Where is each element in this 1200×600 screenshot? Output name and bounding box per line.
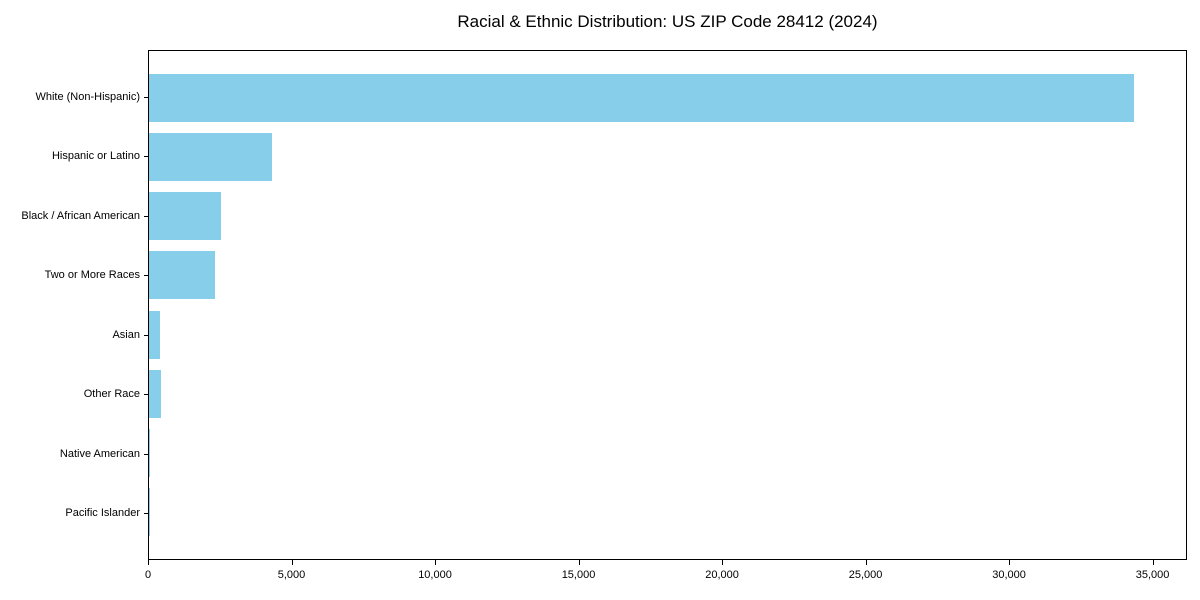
chart-title: Racial & Ethnic Distribution: US ZIP Cod… <box>457 12 878 31</box>
y-tick-mark <box>144 513 148 515</box>
bar-band-native-american <box>149 424 1186 483</box>
y-tick-label-pacific-islander: Pacific Islander <box>65 507 140 520</box>
x-tick-mark <box>722 560 724 565</box>
plot-area <box>148 50 1187 560</box>
x-tick-mark <box>578 560 580 565</box>
bar-white-non-hispanic <box>149 73 1135 122</box>
bar-band-white-non-hispanic <box>149 68 1186 127</box>
y-tick-mark <box>144 156 148 158</box>
x-tick-mark <box>291 560 293 565</box>
x-tick-label-25000: 25,000 <box>848 569 883 581</box>
x-tick-mark <box>148 560 149 565</box>
bar-asian <box>149 310 160 359</box>
y-tick-mark <box>144 275 148 277</box>
bar-band-two-or-more-races <box>149 246 1186 305</box>
y-tick-label-native-american: Native American <box>59 447 140 460</box>
y-tick-mark <box>144 334 148 336</box>
x-tick-mark <box>865 560 867 565</box>
bar-two-or-more-races <box>149 251 216 300</box>
bar-band-pacific-islander <box>149 483 1186 542</box>
y-tick-mark <box>144 215 148 217</box>
y-tick-mark <box>144 394 148 396</box>
x-tick-label-30000: 30,000 <box>992 569 1026 581</box>
x-tick-mark <box>435 560 437 565</box>
y-tick-label-black-african-american: Black / African American <box>21 209 140 222</box>
y-tick-label-white-non-hispanic: White (Non-Hispanic) <box>35 90 140 103</box>
bar-other-race <box>149 369 162 418</box>
y-tick-label-two-or-more-races: Two or More Races <box>44 269 140 282</box>
x-tick-label-5000: 5,000 <box>277 569 306 581</box>
bars-container <box>149 51 1186 559</box>
bar-band-black-african-american <box>149 187 1186 246</box>
bar-band-hispanic-or-latino <box>149 127 1186 186</box>
x-tick-mark <box>1152 560 1154 565</box>
x-tick-label-0: 0 <box>144 569 152 581</box>
bar-native-american <box>149 429 150 478</box>
x-tick-label-10000: 10,000 <box>418 569 452 581</box>
x-tick-mark <box>1009 560 1011 565</box>
bar-hispanic-or-latino <box>149 132 272 181</box>
y-tick-label-other-race: Other Race <box>83 388 140 401</box>
x-tick-label-20000: 20,000 <box>705 569 739 581</box>
x-tick-label-15000: 15,000 <box>561 569 596 581</box>
bar-band-other-race <box>149 364 1186 423</box>
y-tick-label-hispanic-or-latino: Hispanic or Latino <box>51 150 140 163</box>
y-tick-label-asian: Asian <box>112 328 140 341</box>
y-tick-mark <box>144 453 148 455</box>
bar-black-african-american <box>149 192 221 241</box>
bar-band-asian <box>149 305 1186 364</box>
x-tick-label-35000: 35,000 <box>1135 569 1170 581</box>
y-tick-mark <box>144 96 148 98</box>
